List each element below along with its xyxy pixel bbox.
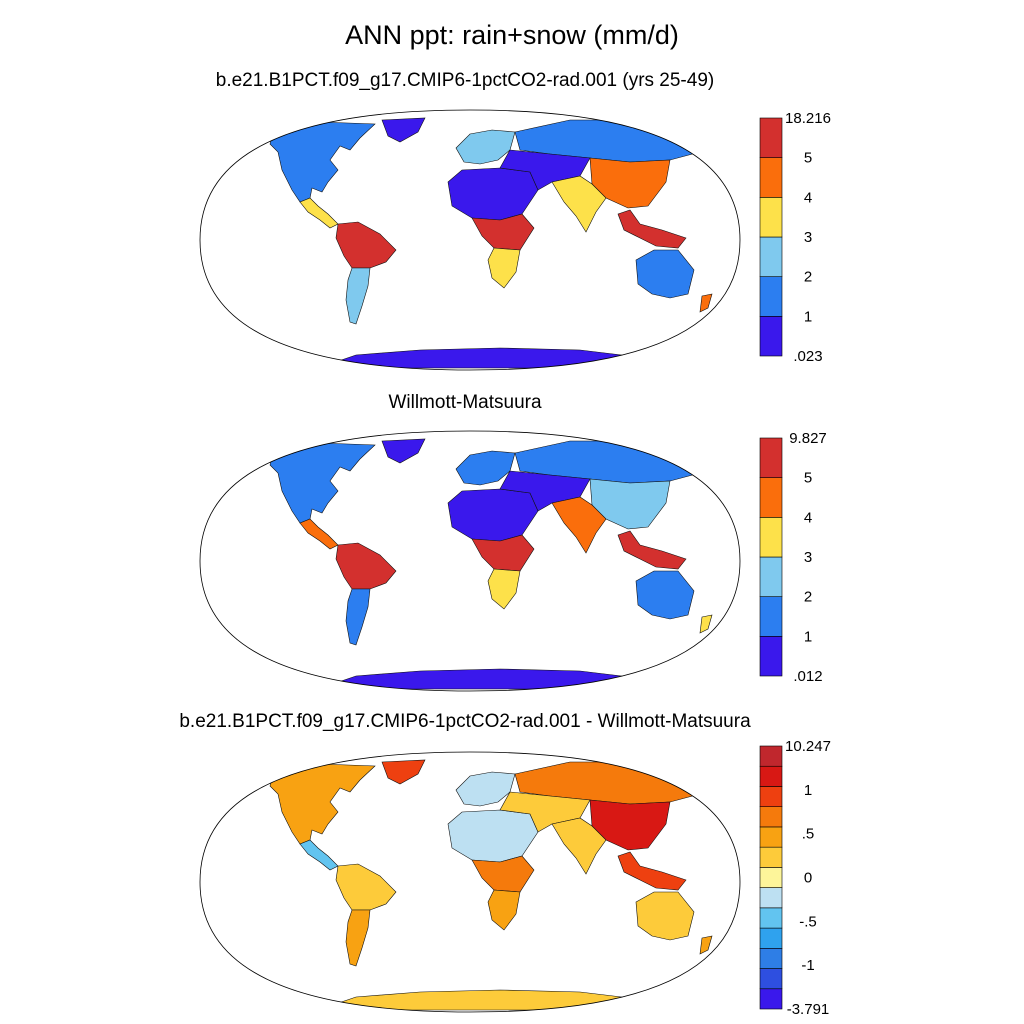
colorbar-swatch: [759, 826, 783, 848]
colorbar-swatch: [759, 316, 783, 357]
region-antarctica: [317, 668, 649, 690]
colorbar-label: 2: [804, 589, 812, 606]
colorbar-swatch: [759, 437, 783, 478]
region-south-cone: [345, 909, 371, 967]
colorbar-swatch: [759, 276, 783, 317]
colorbar-swatch: [759, 806, 783, 828]
map-border: [199, 109, 741, 371]
region-maritime: [617, 530, 687, 570]
region-south-cone: [345, 588, 371, 646]
colorbar-label: 1: [804, 628, 812, 645]
colorbar-swatch: [759, 745, 783, 767]
map-obs: [199, 430, 741, 692]
map-border: [199, 430, 741, 692]
region-new-zealand: [699, 935, 713, 955]
region-southern-africa: [487, 889, 521, 931]
region-north-africa: [447, 488, 539, 542]
region-south-america: [335, 542, 397, 590]
region-central-america: [299, 839, 339, 871]
colorbar-label: 9.827: [789, 430, 827, 447]
colorbar-swatch: [759, 867, 783, 888]
colorbar-label: 0: [804, 870, 812, 887]
colorbar-swatch: [759, 887, 783, 909]
colorbar-swatch: [759, 927, 783, 949]
colorbar-label: 18.216: [785, 110, 831, 127]
colorbar-label: 4: [804, 189, 812, 206]
region-north-america: [269, 442, 376, 524]
region-greenland: [381, 117, 426, 143]
colorbar-swatch: [759, 556, 783, 597]
region-antarctica: [317, 347, 649, 369]
region-south-america: [335, 221, 397, 269]
region-central-africa: [471, 855, 535, 893]
panel-title-diff: b.e21.B1PCT.f09_g17.CMIP6-1pctCO2-rad.00…: [179, 711, 751, 732]
region-greenland: [381, 438, 426, 464]
panel-title-obs: Willmott-Matsuura: [388, 392, 542, 413]
colorbar-swatch: [759, 477, 783, 518]
region-south-asia: [551, 496, 607, 554]
region-north-africa: [447, 167, 539, 221]
colorbar-swatch: [759, 236, 783, 277]
region-greenland: [381, 759, 426, 785]
colorbar-label: 4: [804, 509, 812, 526]
colorbar-swatch: [759, 636, 783, 677]
map-border: [199, 751, 741, 1013]
colorbar-label: -1: [801, 957, 814, 974]
map-diff: [199, 751, 741, 1013]
colorbar-label: -.5: [799, 913, 817, 930]
colorbar-obs: .012 1 2 3 4 5 9.827: [759, 430, 827, 685]
colorbar-swatch: [759, 786, 783, 807]
region-maritime: [617, 851, 687, 891]
colorbar-label: -3.791: [787, 1001, 830, 1018]
region-south-america: [335, 863, 397, 911]
colorbar-label: 5: [804, 470, 812, 487]
colorbar-label: .012: [793, 668, 822, 685]
colorbar-model: .023 1 2 3 4 5 18.216: [759, 110, 831, 365]
colorbar-diff: -3.791 -1 -.5 0 .5 1 10.247: [759, 738, 831, 1018]
colorbar-swatch: [759, 948, 783, 969]
colorbar-swatch: [759, 596, 783, 637]
colorbar-swatch: [759, 968, 783, 990]
colorbar-label: 3: [804, 549, 812, 566]
colorbar-label: 10.247: [785, 738, 831, 755]
region-north-america: [269, 121, 376, 203]
region-central-america: [299, 197, 339, 229]
colorbar-label: .5: [802, 826, 815, 843]
colorbar-swatch: [759, 765, 783, 787]
region-south-asia: [551, 817, 607, 875]
colorbar-label: 5: [804, 150, 812, 167]
colorbar-swatch: [759, 846, 783, 868]
region-antarctica: [317, 989, 649, 1011]
colorbar-swatch: [759, 907, 783, 929]
colorbar-label: 1: [804, 308, 812, 325]
colorbar-swatch: [759, 157, 783, 198]
panel-title-model: b.e21.B1PCT.f09_g17.CMIP6-1pctCO2-rad.00…: [215, 70, 715, 91]
region-north-america: [269, 763, 376, 845]
region-maritime: [617, 209, 687, 249]
region-south-cone: [345, 267, 371, 325]
colorbar-label: 1: [804, 782, 812, 799]
colorbar-swatch: [759, 197, 783, 238]
region-southern-africa: [487, 247, 521, 289]
region-north-africa: [447, 809, 539, 863]
figure-title: ANN ppt: rain+snow (mm/d): [345, 20, 679, 50]
map-model: [199, 109, 741, 371]
region-south-asia: [551, 175, 607, 233]
colorbar-label: 3: [804, 229, 812, 246]
colorbar-label: 2: [804, 269, 812, 286]
region-new-zealand: [699, 293, 713, 313]
region-new-zealand: [699, 614, 713, 634]
colorbar-label: .023: [793, 348, 822, 365]
colorbar-swatch: [759, 988, 783, 1010]
region-central-africa: [471, 534, 535, 572]
colorbar-swatch: [759, 517, 783, 558]
region-australia: [635, 570, 695, 620]
region-australia: [635, 249, 695, 299]
colorbar-swatch: [759, 117, 783, 158]
region-central-america: [299, 518, 339, 550]
region-southern-africa: [487, 568, 521, 610]
region-central-africa: [471, 213, 535, 251]
region-australia: [635, 891, 695, 941]
